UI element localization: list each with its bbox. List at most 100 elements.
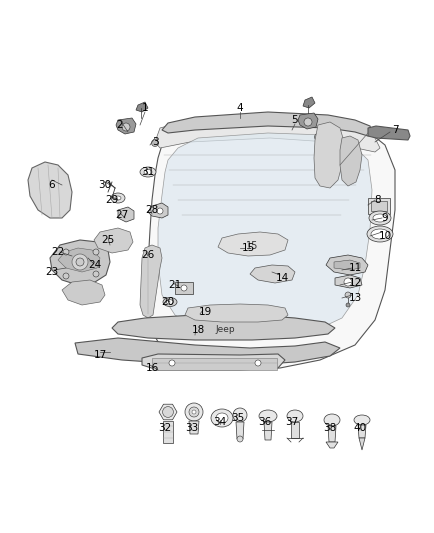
Polygon shape: [325, 255, 367, 275]
Polygon shape: [188, 421, 198, 434]
Ellipse shape: [140, 167, 156, 177]
Text: 8: 8: [374, 195, 381, 205]
Circle shape: [343, 278, 351, 286]
Circle shape: [76, 258, 84, 266]
Text: 6: 6: [49, 180, 55, 190]
Ellipse shape: [216, 413, 227, 423]
Text: 40: 40: [352, 423, 366, 433]
Polygon shape: [161, 112, 371, 136]
Circle shape: [63, 273, 69, 279]
Text: 7: 7: [391, 125, 398, 135]
Text: 12: 12: [348, 278, 361, 288]
Ellipse shape: [366, 226, 392, 242]
Text: 25: 25: [101, 235, 115, 245]
Polygon shape: [367, 126, 409, 140]
Polygon shape: [50, 240, 110, 285]
Text: 2: 2: [116, 120, 123, 130]
Polygon shape: [75, 338, 339, 365]
Ellipse shape: [144, 169, 151, 174]
Polygon shape: [357, 425, 365, 438]
Text: 27: 27: [115, 210, 128, 220]
Ellipse shape: [368, 211, 390, 225]
Text: 24: 24: [88, 260, 102, 270]
Bar: [367, 198, 389, 214]
Ellipse shape: [370, 229, 388, 239]
Polygon shape: [159, 404, 177, 420]
Circle shape: [314, 133, 321, 141]
Circle shape: [169, 360, 174, 366]
Polygon shape: [145, 115, 394, 368]
Polygon shape: [118, 207, 134, 222]
Text: 13: 13: [348, 293, 361, 303]
Ellipse shape: [210, 409, 233, 427]
Polygon shape: [302, 97, 314, 108]
Text: 20: 20: [161, 297, 174, 307]
Text: 9: 9: [381, 213, 388, 223]
Text: 37: 37: [285, 417, 298, 427]
Circle shape: [93, 271, 99, 277]
Circle shape: [151, 140, 158, 147]
Circle shape: [157, 208, 163, 214]
Polygon shape: [358, 438, 364, 450]
Ellipse shape: [353, 415, 369, 425]
Text: 17: 17: [93, 350, 106, 360]
Text: 21: 21: [168, 280, 181, 290]
Polygon shape: [290, 422, 298, 438]
Ellipse shape: [166, 300, 173, 304]
Polygon shape: [313, 122, 344, 188]
Text: 16: 16: [145, 363, 158, 373]
Text: 18: 18: [191, 325, 204, 335]
Text: 23: 23: [45, 267, 59, 277]
Text: 30: 30: [98, 180, 111, 190]
Text: 19: 19: [198, 307, 211, 317]
Polygon shape: [112, 315, 334, 340]
Circle shape: [63, 249, 69, 255]
Circle shape: [72, 254, 88, 270]
Text: 10: 10: [378, 231, 391, 241]
Text: 4: 4: [236, 103, 243, 113]
Ellipse shape: [115, 196, 121, 200]
Circle shape: [303, 118, 311, 126]
Text: 3: 3: [151, 137, 158, 147]
Polygon shape: [116, 118, 136, 134]
Polygon shape: [58, 248, 100, 272]
Polygon shape: [334, 275, 361, 288]
Polygon shape: [141, 354, 284, 370]
Polygon shape: [148, 203, 168, 218]
Polygon shape: [333, 260, 359, 270]
Text: 28: 28: [145, 205, 158, 215]
Text: 33: 33: [185, 423, 198, 433]
Text: 14: 14: [275, 273, 288, 283]
Circle shape: [233, 408, 247, 422]
Polygon shape: [155, 113, 379, 152]
Ellipse shape: [286, 410, 302, 422]
Ellipse shape: [111, 193, 125, 203]
Text: 1: 1: [141, 103, 148, 113]
Text: 15: 15: [245, 241, 258, 251]
Polygon shape: [158, 133, 371, 338]
Polygon shape: [339, 136, 361, 186]
Text: 38: 38: [322, 423, 336, 433]
Text: 29: 29: [105, 195, 118, 205]
Bar: [370, 201, 386, 211]
Polygon shape: [217, 232, 287, 256]
Polygon shape: [327, 426, 335, 442]
Circle shape: [181, 285, 187, 291]
Circle shape: [184, 403, 203, 421]
Circle shape: [93, 249, 99, 255]
Ellipse shape: [258, 410, 276, 422]
Text: 31: 31: [141, 167, 154, 177]
Bar: [174, 282, 193, 294]
Bar: [151, 358, 276, 370]
Polygon shape: [263, 422, 271, 440]
Ellipse shape: [323, 414, 339, 426]
Polygon shape: [62, 280, 105, 305]
Text: 26: 26: [141, 250, 154, 260]
Polygon shape: [28, 162, 72, 218]
Polygon shape: [297, 113, 317, 129]
Text: 11: 11: [348, 263, 361, 273]
Circle shape: [191, 410, 196, 414]
Text: 36: 36: [258, 417, 271, 427]
Polygon shape: [325, 442, 337, 448]
Text: 35: 35: [231, 413, 244, 423]
